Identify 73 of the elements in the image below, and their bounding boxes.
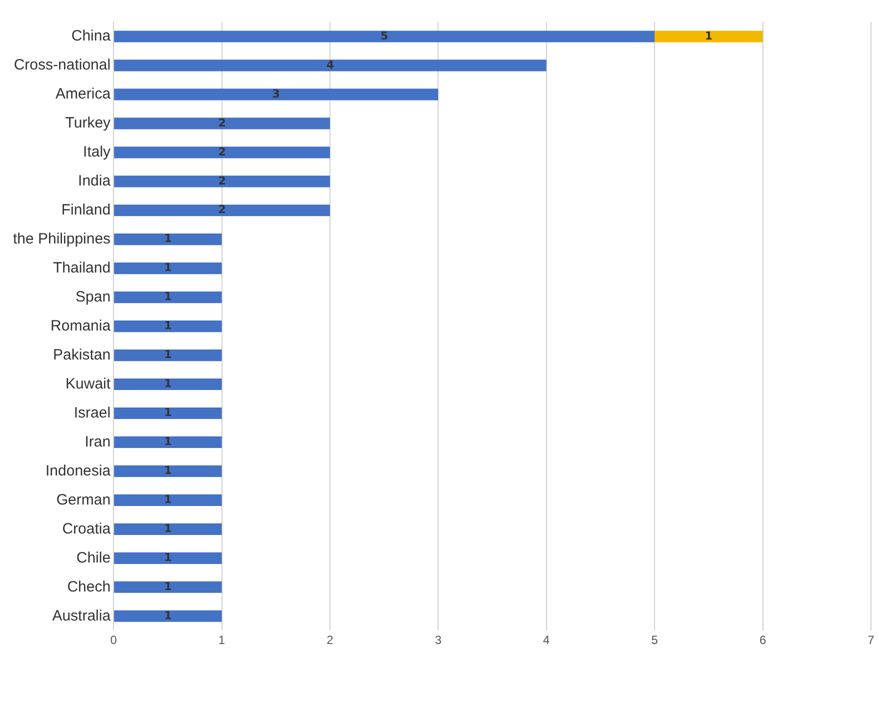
bar: [114, 407, 222, 420]
bar: [114, 552, 222, 564]
data-label: 2: [218, 203, 226, 216]
bar: [114, 610, 222, 622]
bar: [114, 523, 222, 535]
bar: [114, 88, 438, 100]
y-tick-label: Kuwait: [66, 375, 112, 392]
y-tick-label: Turkey: [65, 114, 112, 132]
data-label: 1: [164, 232, 172, 246]
x-tick-label: 7: [868, 633, 875, 648]
x-tick-label: 6: [759, 633, 766, 648]
y-tick-label: Croatia: [62, 520, 112, 538]
y-tick-label: Italy: [83, 144, 112, 161]
y-tick-label: German: [56, 491, 111, 508]
bar: [114, 349, 222, 362]
data-label: 1: [164, 406, 172, 420]
bar: [114, 581, 222, 593]
data-label: 1: [164, 493, 172, 506]
y-tick-label: India: [78, 172, 112, 190]
bar: [114, 262, 222, 274]
y-tick-label: Finland: [61, 202, 111, 219]
y-tick-label: Israel: [74, 404, 111, 422]
x-tick-label: 1: [218, 633, 226, 648]
y-tick-label: Chech: [67, 578, 111, 596]
data-label: 1: [164, 261, 172, 274]
x-tick-label: 4: [543, 633, 550, 648]
y-tick-label: America: [56, 86, 112, 103]
bar: [114, 204, 330, 216]
y-tick-label: the Philippines: [12, 230, 111, 248]
bar: [114, 320, 222, 332]
y-tick-label: Span: [76, 288, 111, 306]
data-label: 1: [164, 464, 172, 478]
y-tick-label: Australia: [52, 607, 112, 624]
x-tick-label: 3: [434, 633, 442, 648]
data-label: 1: [164, 319, 172, 332]
data-label: 1: [164, 435, 172, 448]
data-label: 1: [164, 522, 172, 536]
data-label: 2: [218, 116, 226, 130]
bar: [114, 494, 222, 506]
data-label: 2: [218, 174, 226, 188]
bar: [114, 292, 222, 304]
data-label: 1: [704, 29, 713, 42]
bar: [114, 176, 330, 188]
y-tick-label: Thailand: [53, 259, 111, 276]
bar: [114, 30, 655, 42]
bar: [114, 378, 222, 390]
y-tick-label: Pakistan: [53, 346, 111, 364]
x-tick-label: 2: [326, 633, 334, 648]
bar: [654, 30, 763, 42]
data-label: 3: [272, 87, 280, 100]
data-label: 5: [380, 29, 388, 42]
y-tick-label: China: [71, 28, 112, 45]
data-label: 1: [164, 290, 172, 304]
bar: [114, 60, 546, 72]
data-label: 1: [164, 377, 172, 390]
x-tick-label: 0: [110, 633, 118, 648]
bar: [114, 465, 222, 477]
y-tick-label: Chile: [76, 549, 111, 566]
data-label: 1: [164, 551, 172, 564]
y-tick-label: Romania: [50, 317, 112, 334]
x-tick-label: 5: [651, 633, 658, 648]
data-label: 1: [164, 348, 172, 362]
bar: [114, 234, 222, 246]
bar: [114, 146, 330, 158]
data-label: 2: [218, 145, 226, 158]
data-label: 4: [326, 58, 334, 72]
data-label: 1: [164, 580, 172, 593]
bar: [114, 436, 222, 448]
data-label: 1: [164, 608, 172, 622]
y-tick-label: Cross-national: [14, 56, 111, 74]
bar: [114, 118, 330, 130]
y-tick-label: Iran: [84, 433, 111, 450]
y-tick-label: Indonesia: [46, 462, 112, 480]
